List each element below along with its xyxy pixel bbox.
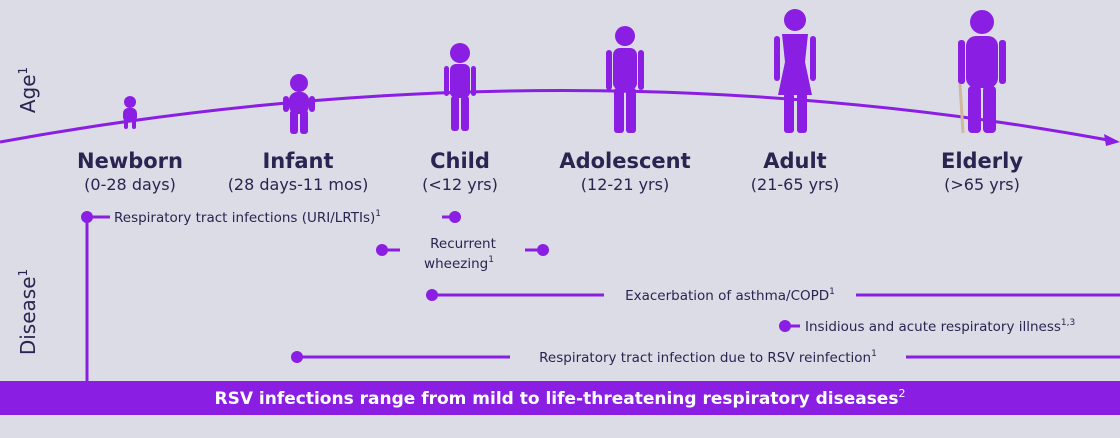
disease-label: Respiratory tract infections (URI/LRTIs)… [114, 209, 381, 226]
disease-lines [81, 211, 1120, 382]
superscript: 1 [488, 255, 494, 265]
disease-label: Exacerbation of asthma/COPD1 [625, 287, 835, 304]
label-text: wheezing [424, 256, 488, 272]
stage-range: (12-21 yrs) [581, 175, 669, 194]
range-dot [376, 244, 388, 256]
stage-range: (<12 yrs) [422, 175, 498, 194]
stage-name: Newborn [77, 149, 183, 173]
disease-label: Insidious and acute respiratory illness1… [805, 318, 1075, 335]
child-figure [444, 43, 476, 131]
range-dot [426, 289, 438, 301]
stage-range: (28 days-11 mos) [228, 175, 369, 194]
superscript: 1 [829, 287, 835, 297]
adolescent-figure [606, 26, 644, 133]
stage-range: (0-28 days) [84, 175, 176, 194]
age-axis-label: Age1 [16, 67, 40, 113]
stage-range: (21-65 yrs) [751, 175, 839, 194]
label-text: Disease [16, 276, 40, 355]
disease-axis-label: Disease1 [16, 269, 40, 355]
label-text: Respiratory tract infections (URI/LRTIs) [114, 210, 375, 226]
age-arc [0, 89, 1109, 144]
disease-label: Recurrent [430, 236, 496, 252]
range-dot [81, 211, 93, 223]
label-text: Respiratory tract infection due to RSV r… [539, 350, 871, 366]
infant-figure [283, 74, 315, 134]
label-text: Age [16, 74, 40, 113]
superscript: 2 [898, 387, 905, 400]
adult-figure [774, 9, 816, 133]
label-text: Insidious and acute respiratory illness [805, 319, 1061, 335]
stage-name: Infant [262, 149, 333, 173]
disease-label: Respiratory tract infection due to RSV r… [539, 349, 877, 366]
figures [123, 9, 1006, 134]
superscript: 1 [375, 209, 381, 219]
range-dot [449, 211, 461, 223]
disease-label: wheezing1 [424, 255, 494, 272]
superscript: 1 [871, 349, 877, 359]
superscript: 1 [16, 67, 30, 75]
stage-name: Adolescent [559, 149, 690, 173]
range-dot [537, 244, 549, 256]
banner [0, 381, 1120, 415]
stage-name: Elderly [941, 149, 1023, 173]
elderly-figure [958, 10, 1006, 134]
arrowhead [1104, 134, 1120, 146]
banner-text: RSV infections range from mild to life-t… [215, 387, 906, 409]
label-text: RSV infections range from mild to life-t… [215, 389, 899, 409]
superscript: 1 [16, 269, 30, 277]
stage-name: Child [430, 149, 490, 173]
label-text: Exacerbation of asthma/COPD [625, 288, 829, 304]
stage-range: (>65 yrs) [944, 175, 1020, 194]
stages: Newborn (0-28 days) Infant (28 days-11 mos)… [77, 149, 1023, 194]
superscript: 1,3 [1061, 318, 1075, 328]
newborn-figure [123, 96, 137, 129]
stage-name: Adult [763, 149, 826, 173]
range-dot [291, 351, 303, 363]
range-dot [779, 320, 791, 332]
